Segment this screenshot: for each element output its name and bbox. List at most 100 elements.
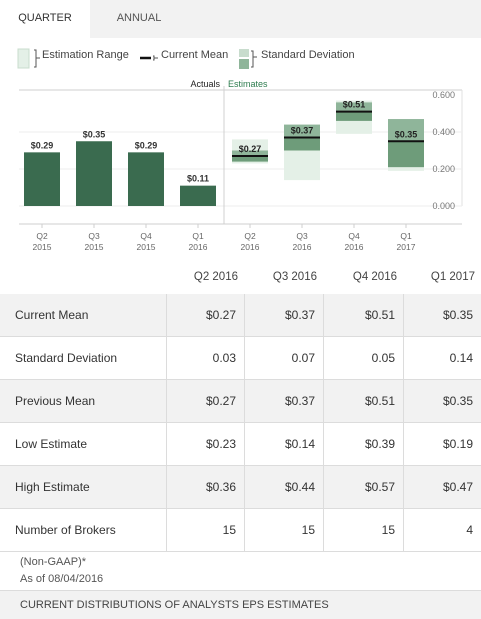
legend-label-current-mean: Current Mean	[161, 49, 229, 61]
table-cell: $0.51	[323, 294, 403, 336]
std-dev-lower-band	[284, 137, 320, 151]
table-row-previous-mean: Previous Mean $0.27 $0.37 $0.51 $0.35	[0, 380, 481, 423]
table-cell: $0.51	[323, 380, 403, 422]
table-cell: $0.27	[166, 380, 244, 422]
x-tick-label-year: 2016	[189, 242, 208, 252]
distribution-section-header[interactable]: CURRENT DISTRIBUTIONS OF ANALYSTS EPS ES…	[0, 590, 481, 619]
actual-bar	[76, 141, 112, 206]
row-label: High Estimate	[15, 480, 90, 494]
as-of-date: As of 08/04/2016	[20, 573, 104, 585]
y-tick-label: 0.200	[432, 164, 455, 174]
standard-deviation-swatch-icon	[239, 49, 257, 69]
x-tick-label-quarter: Q2	[244, 231, 256, 241]
actual-bar	[180, 185, 216, 206]
legend-label-standard-deviation: Standard Deviation	[261, 49, 355, 61]
y-tick-label: 0.000	[432, 201, 455, 211]
estimation-range-swatch-icon	[17, 48, 40, 69]
row-label: Low Estimate	[15, 437, 88, 451]
actual-value-label: $0.11	[187, 174, 209, 184]
table-row-standard-deviation: Standard Deviation 0.03 0.07 0.05 0.14	[0, 337, 481, 380]
x-tick-label-quarter: Q3	[88, 231, 100, 241]
table-cell: 0.03	[166, 337, 244, 379]
estimate-mean-label: $0.35	[395, 129, 418, 139]
std-dev-upper-band	[284, 124, 320, 138]
estimate-mean-label: $0.51	[343, 100, 366, 110]
table-cell: $0.37	[244, 380, 323, 422]
table-cell: 0.05	[323, 337, 403, 379]
row-label: Current Mean	[15, 308, 89, 322]
actual-bar	[128, 152, 164, 206]
current-mean-line-icon	[140, 55, 158, 61]
table-cell: 15	[244, 509, 323, 551]
section-label-estimates: Estimates	[228, 79, 268, 89]
actual-bar	[24, 152, 60, 206]
x-tick-label-quarter: Q4	[140, 231, 152, 241]
non-gaap-note: (Non-GAAP)*	[20, 556, 87, 568]
column-header: Q1 2017	[430, 271, 475, 283]
table-cell: $0.37	[244, 294, 323, 336]
actual-value-label: $0.29	[135, 140, 158, 150]
row-label: Previous Mean	[15, 394, 96, 408]
tab-quarter[interactable]: QUARTER	[0, 0, 90, 38]
y-tick-label: 0.400	[432, 127, 455, 137]
table-cell: 15	[166, 509, 244, 551]
table-row-low-estimate: Low Estimate $0.23 $0.14 $0.39 $0.19	[0, 423, 481, 466]
eps-chart: 0.600 0.400 0.200 0.000 Actuals Estimates $0.2…	[0, 74, 481, 260]
x-tick-label-quarter: Q4	[348, 231, 360, 241]
estimates-table: Current Mean $0.27 $0.37 $0.51 $0.35 Sta…	[0, 294, 481, 552]
x-tick-label-quarter: Q3	[296, 231, 308, 241]
y-tick-label: 0.600	[432, 90, 455, 100]
table-cell: $0.14	[244, 423, 323, 465]
table-cell: $0.35	[403, 380, 481, 422]
estimate-mean-label: $0.37	[291, 126, 314, 136]
table-row-current-mean: Current Mean $0.27 $0.37 $0.51 $0.35	[0, 294, 481, 337]
table-cell: 4	[403, 509, 481, 551]
period-tabs: QUARTER ANNUAL	[0, 0, 481, 38]
tab-annual[interactable]: ANNUAL	[116, 12, 162, 24]
eps-chart-svg: 0.600 0.400 0.200 0.000 Actuals Estimates $0.2…	[19, 79, 463, 252]
column-header: Q3 2016	[272, 271, 317, 283]
table-row-high-estimate: High Estimate $0.36 $0.44 $0.57 $0.47	[0, 466, 481, 509]
x-tick-label-year: 2016	[241, 242, 260, 252]
table-cell: 0.07	[244, 337, 323, 379]
distribution-section-title: CURRENT DISTRIBUTIONS OF ANALYSTS EPS ES…	[20, 599, 329, 611]
x-tick-label-year: 2015	[137, 242, 156, 252]
table-cell: $0.19	[403, 423, 481, 465]
row-label: Number of Brokers	[15, 523, 116, 537]
table-cell: $0.44	[244, 466, 323, 508]
table-cell: 0.14	[403, 337, 481, 379]
table-cell: 15	[323, 509, 403, 551]
chart-legend: Estimation Range Current Mean Standard D…	[16, 47, 466, 71]
x-tick-label-quarter: Q1	[192, 231, 204, 241]
estimate-mean-label: $0.27	[239, 144, 262, 154]
x-tick-label-year: 2015	[33, 242, 52, 252]
actual-value-label: $0.29	[31, 140, 54, 150]
x-tick-label-year: 2016	[293, 242, 312, 252]
actual-value-label: $0.35	[83, 129, 106, 139]
x-tick-label-quarter: Q2	[36, 231, 48, 241]
std-dev-lower-band	[232, 156, 268, 162]
x-tick-label-year: 2015	[85, 242, 104, 252]
table-cell: $0.39	[323, 423, 403, 465]
std-dev-upper-band	[388, 119, 424, 142]
std-dev-lower-band	[388, 141, 424, 168]
x-tick-label-quarter: Q1	[400, 231, 412, 241]
table-cell: $0.57	[323, 466, 403, 508]
row-label: Standard Deviation	[15, 351, 118, 365]
std-dev-upper-band	[232, 150, 268, 157]
table-cell: $0.27	[166, 294, 244, 336]
table-column-headers: Q2 2016 Q3 2016 Q4 2016 Q1 2017	[0, 262, 481, 294]
table-cell: $0.47	[403, 466, 481, 508]
legend-label-estimation-range: Estimation Range	[42, 49, 129, 61]
section-label-actuals: Actuals	[190, 79, 220, 89]
std-dev-lower-band	[336, 111, 372, 121]
table-row-number-of-brokers: Number of Brokers 15 15 15 4	[0, 509, 481, 552]
table-cell: $0.35	[403, 294, 481, 336]
column-header: Q2 2016	[193, 271, 238, 283]
table-cell: $0.36	[166, 466, 244, 508]
table-cell: $0.23	[166, 423, 244, 465]
std-dev-upper-band	[336, 102, 372, 112]
column-header: Q4 2016	[352, 271, 397, 283]
x-tick-label-year: 2017	[397, 242, 416, 252]
x-tick-label-year: 2016	[345, 242, 364, 252]
